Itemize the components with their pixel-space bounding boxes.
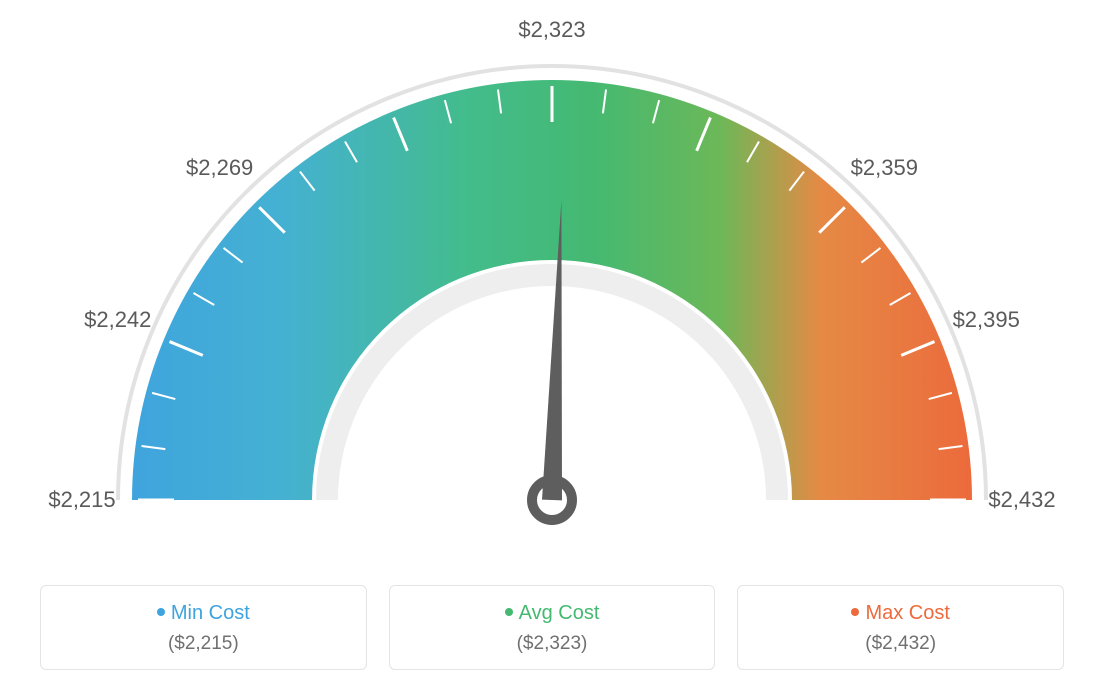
gauge-tick-label: $2,215 xyxy=(48,487,115,513)
legend-card-max: Max Cost ($2,432) xyxy=(737,585,1064,670)
legend-title-text: Max Cost xyxy=(865,602,949,624)
legend-value: ($2,323) xyxy=(402,633,703,655)
gauge-tick-label: $2,323 xyxy=(518,17,585,43)
legend-title: Max Cost xyxy=(750,602,1051,625)
legend-dot-icon xyxy=(157,608,165,616)
legend-card-min: Min Cost ($2,215) xyxy=(40,585,367,670)
legend-card-avg: Avg Cost ($2,323) xyxy=(389,585,716,670)
legend-title-text: Avg Cost xyxy=(519,602,600,624)
legend-dot-icon xyxy=(505,608,513,616)
gauge-svg xyxy=(0,0,1104,560)
legend-title: Avg Cost xyxy=(402,602,703,625)
gauge-tick-label: $2,359 xyxy=(851,155,918,181)
gauge-tick-label: $2,269 xyxy=(186,155,253,181)
legend-title: Min Cost xyxy=(53,602,354,625)
legend-dot-icon xyxy=(851,608,859,616)
gauge-tick-label: $2,432 xyxy=(988,487,1055,513)
legend-row: Min Cost ($2,215) Avg Cost ($2,323) Max Cost… xyxy=(40,585,1064,670)
legend-title-text: Min Cost xyxy=(171,602,250,624)
legend-value: ($2,215) xyxy=(53,633,354,655)
legend-value: ($2,432) xyxy=(750,633,1051,655)
gauge-tick-label: $2,242 xyxy=(84,307,151,333)
gauge-chart: $2,215 $2,242 $2,269 $2,323 $2,359 $2,395 $2,4… xyxy=(0,0,1104,560)
gauge-tick-label: $2,395 xyxy=(953,307,1020,333)
